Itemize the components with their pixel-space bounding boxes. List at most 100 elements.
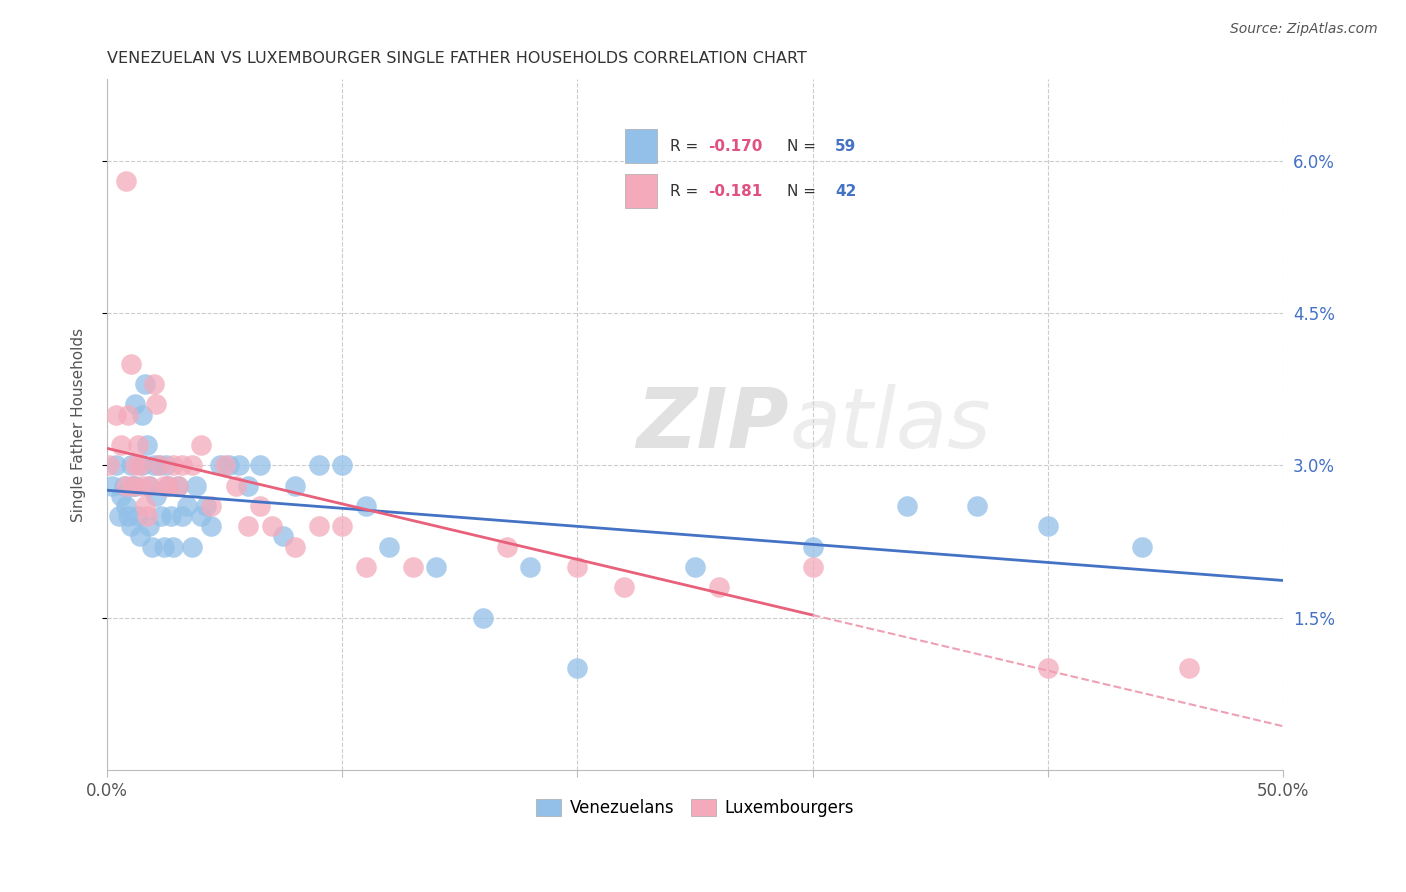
Point (218, 458, 240, 473)
Point (200, 519, 222, 533)
Point (127, 438, 149, 452)
Point (225, 478, 247, 492)
Point (127, 509, 149, 524)
Point (707, 580, 730, 594)
Point (284, 478, 307, 492)
Point (284, 540, 307, 554)
Point (472, 610, 495, 624)
Point (273, 529, 295, 543)
Point (519, 559, 541, 574)
Point (567, 661, 589, 675)
Point (354, 499, 377, 513)
Point (108, 509, 131, 524)
Point (134, 499, 156, 513)
Point (801, 559, 824, 574)
Point (131, 478, 153, 492)
Point (143, 458, 166, 473)
Point (157, 478, 180, 492)
Point (110, 438, 132, 452)
Point (112, 478, 135, 492)
Point (131, 408, 153, 422)
Point (138, 478, 160, 492)
Point (122, 478, 145, 492)
Point (162, 458, 184, 473)
Point (152, 478, 174, 492)
Point (115, 499, 138, 513)
Point (120, 357, 142, 371)
Point (683, 559, 706, 574)
Point (249, 458, 271, 473)
Point (155, 458, 177, 473)
Point (115, 478, 138, 492)
Point (166, 478, 188, 492)
Point (124, 458, 146, 473)
Point (613, 580, 636, 594)
Point (330, 458, 353, 473)
Point (194, 499, 217, 513)
Point (1036, 661, 1059, 675)
Legend: Venezuelans, Luxembourgers: Venezuelans, Luxembourgers (530, 792, 860, 824)
Point (117, 509, 139, 524)
Point (115, 174, 138, 188)
Point (152, 540, 174, 554)
Point (138, 478, 160, 492)
Point (166, 478, 188, 492)
Point (260, 519, 283, 533)
Point (966, 499, 988, 513)
Point (214, 458, 236, 473)
Point (98, 458, 121, 473)
Point (145, 489, 167, 503)
Point (122, 478, 145, 492)
Point (124, 478, 146, 492)
Text: atlas: atlas (789, 384, 991, 465)
Point (117, 408, 139, 422)
Point (190, 438, 212, 452)
Point (129, 458, 152, 473)
Point (354, 559, 377, 574)
Text: ZIP: ZIP (637, 384, 789, 465)
Point (249, 499, 271, 513)
Text: VENEZUELAN VS LUXEMBOURGER SINGLE FATHER HOUSEHOLDS CORRELATION CHART: VENEZUELAN VS LUXEMBOURGER SINGLE FATHER… (107, 51, 807, 66)
Point (124, 397, 146, 411)
Point (190, 509, 212, 524)
Point (143, 377, 166, 392)
Point (567, 559, 589, 574)
Point (896, 499, 918, 513)
Point (238, 519, 260, 533)
Point (1178, 661, 1201, 675)
Point (129, 529, 152, 543)
Point (159, 509, 181, 524)
Point (228, 458, 250, 473)
Point (208, 458, 231, 473)
Point (425, 559, 447, 574)
Point (186, 478, 208, 492)
Point (136, 438, 159, 452)
Point (162, 540, 184, 554)
Point (150, 509, 173, 524)
Point (496, 540, 519, 554)
Text: Source: ZipAtlas.com: Source: ZipAtlas.com (1230, 22, 1378, 37)
Point (145, 397, 167, 411)
Point (120, 519, 142, 533)
Point (238, 478, 260, 492)
Point (105, 458, 128, 473)
Point (801, 540, 824, 554)
Point (157, 478, 180, 492)
Point (141, 540, 163, 554)
Point (200, 499, 222, 513)
Point (172, 509, 194, 524)
Y-axis label: Single Father Households: Single Father Households (72, 327, 86, 522)
Point (131, 458, 153, 473)
Point (378, 540, 401, 554)
Point (308, 458, 330, 473)
Point (105, 408, 128, 422)
Point (176, 499, 198, 513)
Point (136, 509, 159, 524)
Point (120, 458, 142, 473)
Point (1036, 519, 1059, 533)
Point (172, 458, 194, 473)
Point (1130, 540, 1153, 554)
Point (330, 519, 353, 533)
Point (180, 540, 202, 554)
Point (402, 559, 425, 574)
